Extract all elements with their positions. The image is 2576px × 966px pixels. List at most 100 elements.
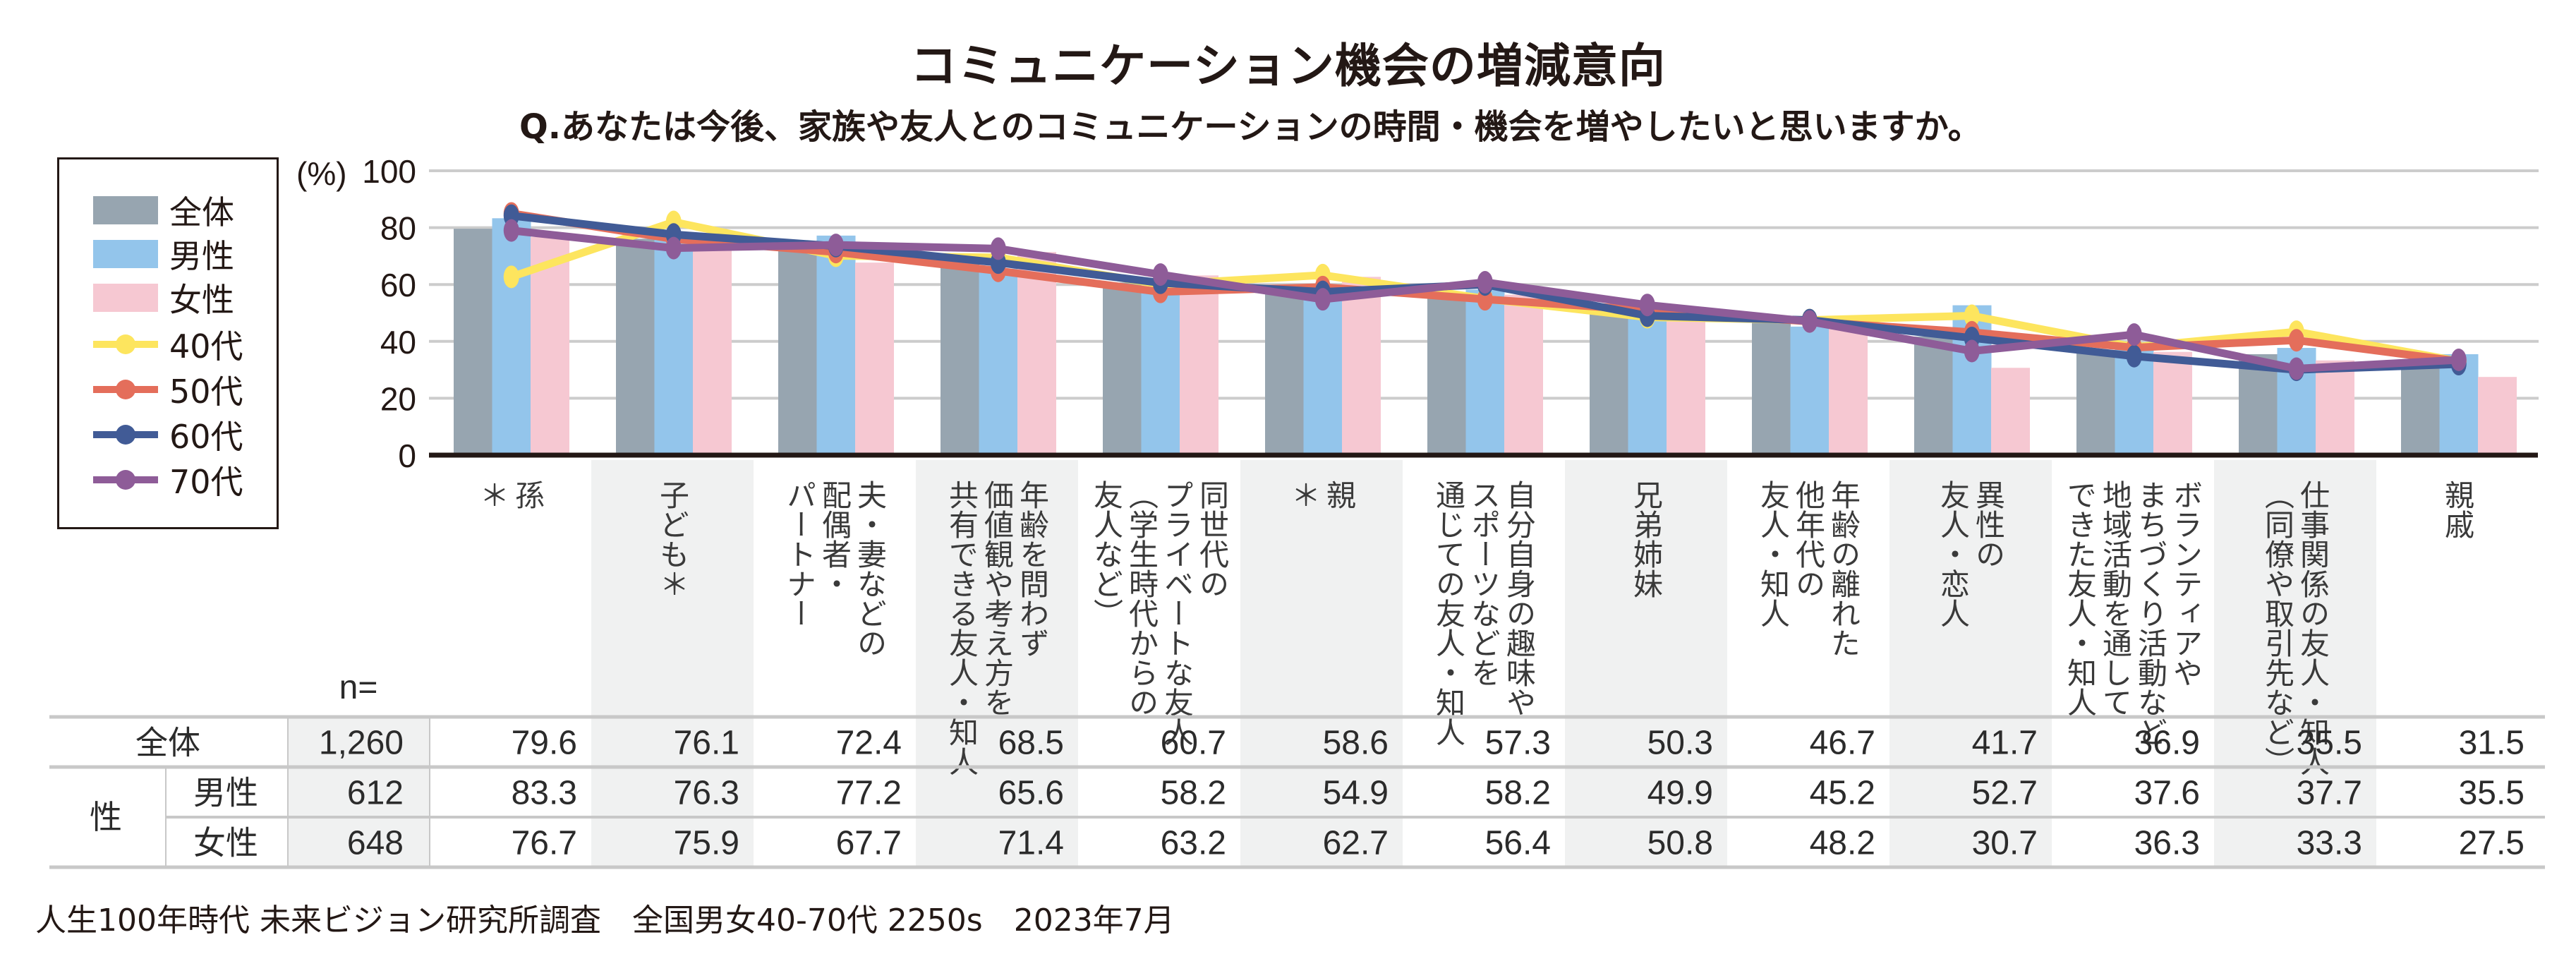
table-cell: 65.6	[998, 775, 1064, 812]
point-70代	[2126, 323, 2142, 346]
point-40代	[503, 265, 519, 289]
table-cell: 58.2	[1485, 775, 1551, 812]
bar-男性	[492, 218, 531, 455]
legend-item-40s: 40代	[93, 323, 243, 366]
point-70代	[1152, 263, 1168, 286]
category-label-line: 親	[1322, 480, 1357, 509]
bar-全体	[1427, 292, 1466, 455]
legend-swatch-female	[93, 284, 158, 312]
category-label-line: できた友人・知人	[2063, 480, 2098, 717]
bar-男性	[654, 238, 694, 455]
bar-男性	[1303, 298, 1343, 455]
table-cell: 35.5	[2459, 775, 2524, 812]
table-cell: 31.5	[2459, 725, 2524, 762]
legend-label: 全体	[169, 193, 234, 231]
y-tick-label: 0	[398, 437, 416, 474]
table-cell: 50.8	[1647, 825, 1713, 862]
table-cell: 77.2	[836, 775, 902, 812]
category-label-line: 友人・恋人	[1936, 480, 1971, 628]
point-70代	[1801, 310, 1818, 333]
bar-女性	[1504, 294, 1543, 455]
category-label-line: ボランティアや	[2169, 480, 2203, 687]
table-cell: 62.7	[1323, 825, 1389, 862]
chart-title: コミュニケーション機会の増減意向	[910, 39, 1666, 93]
bar-男性	[979, 268, 1018, 455]
category-label-line: スポーツなどを	[1467, 480, 1501, 687]
point-70代	[1314, 288, 1331, 311]
point-60代	[2126, 344, 2142, 368]
table-cell: 56.4	[1485, 825, 1551, 862]
bar-男性	[816, 235, 856, 455]
bar-女性	[1667, 310, 1705, 455]
category-label-line: 仕事関係の友人・知人	[2296, 480, 2330, 776]
bar-全体	[2401, 366, 2440, 455]
table-cell: 79.6	[512, 725, 577, 762]
bar-全体	[2076, 350, 2115, 455]
legend-item-all: 全体	[93, 189, 234, 231]
table-cell: 60.7	[1161, 725, 1226, 762]
category-label-line: 通じての友人・知人	[1432, 480, 1466, 747]
category-label-line: 他年代の	[1791, 480, 1826, 598]
table-cell: 67.7	[836, 825, 902, 862]
category-label-line: 子ども＊	[655, 480, 690, 598]
table-cell: 76.3	[674, 775, 739, 812]
category-label-line: 自分自身の趣味や	[1502, 480, 1537, 717]
table-row-label: 男性	[193, 774, 258, 812]
category-label: 子ども＊	[655, 480, 690, 598]
bar-女性	[855, 262, 894, 455]
column-shade	[591, 460, 754, 867]
bar-女性	[531, 236, 569, 455]
category-label: 兄弟姉妹	[1629, 480, 1664, 598]
category-label-line: 同世代の	[1195, 480, 1230, 598]
table-cell: 36.3	[2134, 825, 2200, 862]
table-cell: 68.5	[998, 725, 1064, 762]
column-shade	[1565, 460, 1727, 867]
point-70代	[503, 219, 519, 242]
legend-label: 60代	[169, 418, 243, 456]
category-label-line: まちづくり活動など	[2134, 480, 2168, 747]
category-label-line: 友人など）	[1089, 480, 1124, 628]
table-cell: 45.2	[1810, 775, 1875, 812]
point-70代	[665, 236, 682, 260]
category-label: 孫＊	[476, 480, 545, 509]
y-tick-label: 60	[380, 267, 416, 303]
bar-全体	[1590, 312, 1628, 455]
point-70代	[2288, 357, 2304, 380]
category-label-line: 友人・知人	[1756, 480, 1791, 628]
legend-line-marker-icon	[93, 375, 158, 404]
table-cell: 52.7	[1972, 775, 2038, 812]
bar-女性	[1829, 318, 1868, 455]
point-70代	[1639, 294, 1655, 317]
category-label-line: ＊	[1287, 480, 1322, 509]
legend-label: 男性	[169, 237, 234, 275]
chart-subtitle: Q.あなたは今後、家族や友人とのコミュニケーションの時間・機会を増やしたいと思い…	[519, 107, 1982, 147]
table-cell: 58.6	[1323, 725, 1389, 762]
category-label-line: 年齢の離れた	[1827, 480, 1861, 658]
bar-全体	[778, 249, 817, 455]
point-70代	[1477, 270, 1493, 294]
data-table: n= 性全体 1,260 79.6 76.1 72.4 68.5 60.7 58.6 57.3 50…	[49, 669, 2545, 869]
category-label-line: プライベートな友人	[1160, 480, 1195, 747]
column-shade	[1889, 460, 2052, 867]
table-cell: 49.9	[1647, 775, 1713, 812]
table-cell: 76.1	[674, 725, 739, 762]
y-tick-label: 20	[380, 380, 416, 417]
table-cell: 33.3	[2297, 825, 2362, 862]
point-70代	[1964, 339, 1980, 363]
bar-女性	[1342, 277, 1381, 455]
line-series	[503, 202, 2467, 382]
bar-全体	[616, 239, 655, 455]
legend-label: 40代	[169, 327, 243, 366]
bar-女性	[2316, 360, 2354, 455]
column-shade	[916, 460, 1078, 867]
category-label: 仕事関係の友人・知人（同僚や取引先など）	[2261, 480, 2330, 776]
table-group-label: 性	[90, 798, 122, 836]
bar-全体	[454, 229, 492, 455]
table-cell: 58.2	[1161, 775, 1226, 812]
y-tick-label: 100	[362, 153, 416, 190]
column-shading	[288, 460, 2376, 867]
